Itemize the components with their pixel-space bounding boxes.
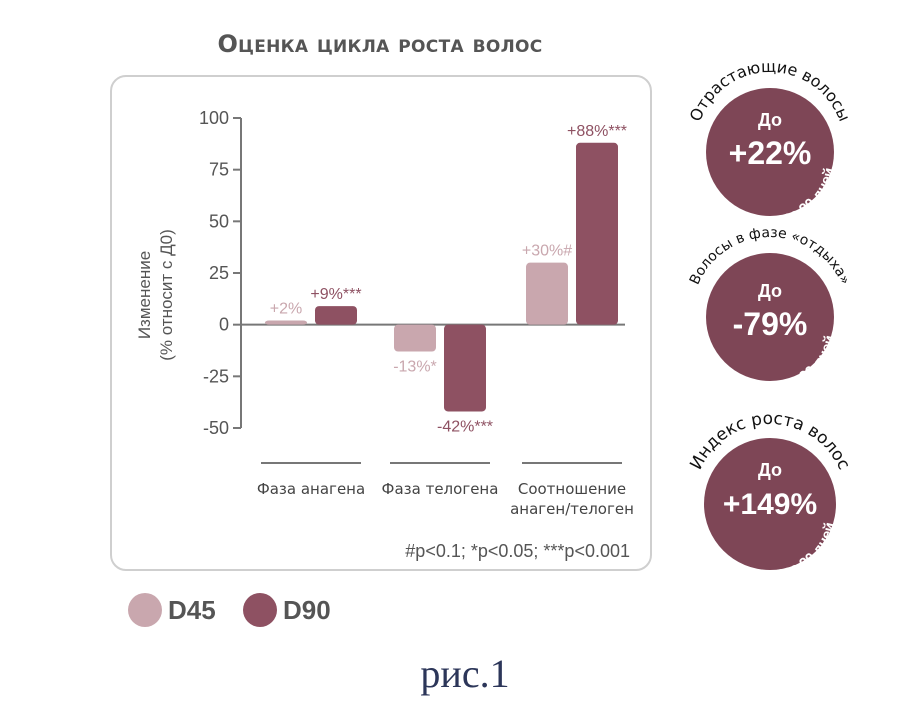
data-label-d90: +9%*** [310, 286, 361, 303]
bar-d90-2 [576, 142, 618, 325]
data-label-d90: +88%*** [567, 123, 627, 140]
badge-prefix: До [758, 281, 782, 301]
legend-swatch-d45 [128, 593, 162, 627]
badge-value: +22% [729, 135, 812, 171]
bar-d45-2 [526, 262, 568, 325]
x-category-label: Фаза анагена [257, 480, 365, 498]
data-label-d45: -13%* [393, 359, 437, 376]
chart-frame [110, 75, 652, 571]
significance-footnote: #p<0.1; *p<0.05; ***p<0.001 [405, 541, 630, 561]
badge-prefix: До [758, 460, 782, 480]
figure-caption: рис.1 [420, 651, 510, 696]
bar-d90-1 [444, 324, 486, 412]
badge-prefix: До [758, 110, 782, 130]
legend-swatch-d90 [243, 593, 277, 627]
y-tick-label: 75 [209, 160, 229, 180]
badge-value: +149% [723, 488, 817, 521]
y-tick-label: 50 [209, 211, 229, 231]
y-tick-label: 25 [209, 263, 229, 283]
bar-d45-1 [394, 324, 436, 352]
legend-label-d90: D90 [283, 595, 331, 625]
data-label-d45: +30%# [522, 243, 572, 260]
y-tick-label: 0 [219, 315, 229, 335]
badge-circle [706, 88, 834, 216]
badge-circle [704, 438, 836, 570]
bar-d90-0 [315, 306, 357, 325]
data-label-d90: -42%*** [437, 418, 493, 435]
y-tick-label: 100 [199, 108, 229, 128]
x-category-label: Соотношение анаген/телоген [510, 480, 634, 518]
badge-circle [706, 253, 834, 381]
x-category-label: Фаза телогена [382, 480, 499, 498]
badge-regrowing-hair: Отрастающие волосы До +22% через 90 дней [686, 62, 854, 222]
bar-d45-0 [265, 320, 307, 325]
y-tick-label: -50 [203, 418, 229, 438]
badge-resting-hair: Волосы в фазе «отдыха» До -79% через 90 … [687, 225, 853, 385]
badge-value: -79% [733, 306, 808, 342]
data-label-d45: +2% [270, 301, 302, 318]
y-axis-title: Изменение (% относит с Д0) [135, 229, 176, 361]
badge-growth-index: Индекс роста волос До +149% через 90 дне… [686, 409, 854, 576]
chart-title: Оценка цикла роста волос [217, 30, 543, 58]
legend-label-d45: D45 [168, 595, 216, 625]
y-tick-label: -25 [203, 366, 229, 386]
